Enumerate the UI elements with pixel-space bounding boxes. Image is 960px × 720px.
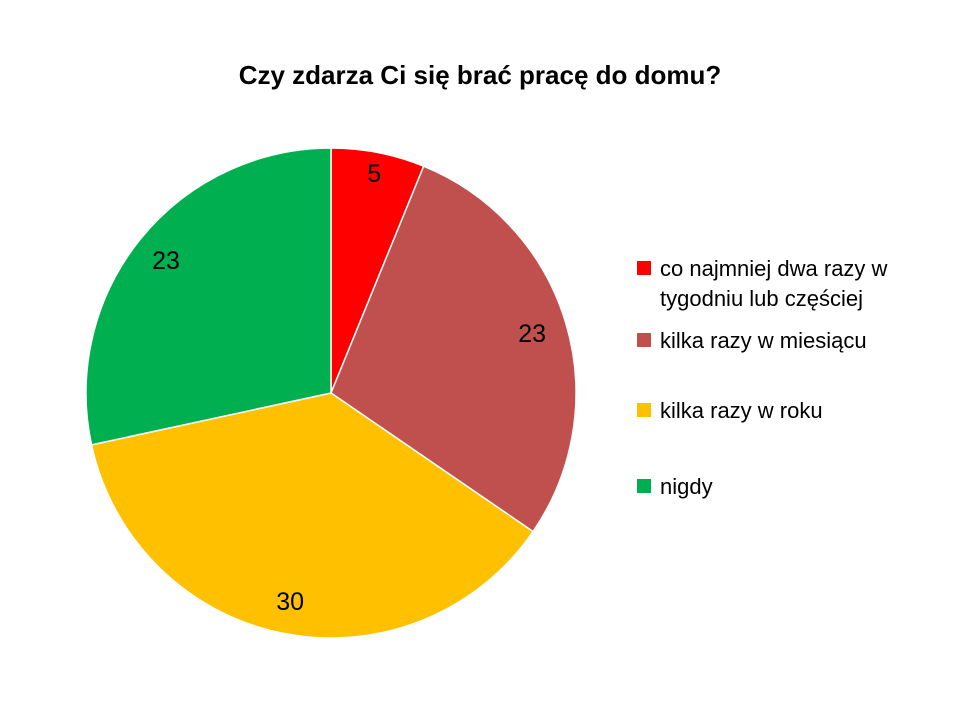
chart-title: Czy zdarza Ci się brać pracę do domu? bbox=[239, 60, 722, 90]
legend-label-line: kilka razy w miesiącu bbox=[660, 328, 867, 353]
legend-label: nigdy bbox=[660, 474, 713, 499]
data-label: 5 bbox=[367, 160, 381, 188]
data-labels: 5 23 30 23 bbox=[152, 160, 546, 616]
legend-label: kilka razy w miesiącu bbox=[660, 328, 867, 353]
legend-label-line: tygodniu lub częściej bbox=[660, 286, 863, 311]
pie-slice bbox=[330, 165, 577, 533]
legend-item: kilka razy w roku bbox=[637, 398, 823, 423]
data-label: 30 bbox=[276, 588, 304, 616]
legend-item: kilka razy w miesiącu bbox=[637, 328, 867, 353]
legend: co najmniej dwa razy w tygodniu lub częśc… bbox=[637, 256, 888, 499]
legend-item: nigdy bbox=[637, 474, 713, 499]
pie-slice bbox=[85, 147, 332, 446]
legend-label-line: nigdy bbox=[660, 474, 713, 499]
legend-swatch bbox=[637, 333, 651, 347]
legend-swatch bbox=[637, 261, 651, 275]
legend-item: co najmniej dwa razy w tygodniu lub częśc… bbox=[637, 256, 888, 311]
pie-slice bbox=[90, 392, 535, 639]
pie-slices bbox=[85, 147, 577, 639]
data-label: 23 bbox=[152, 247, 180, 275]
data-label: 23 bbox=[518, 320, 546, 348]
legend-label-line: co najmniej dwa razy w bbox=[660, 256, 888, 281]
legend-label-line: kilka razy w roku bbox=[660, 398, 823, 423]
legend-label: co najmniej dwa razy w tygodniu lub częśc… bbox=[660, 256, 888, 311]
legend-swatch bbox=[637, 479, 651, 493]
legend-label: kilka razy w roku bbox=[660, 398, 823, 423]
legend-swatch bbox=[637, 403, 651, 417]
